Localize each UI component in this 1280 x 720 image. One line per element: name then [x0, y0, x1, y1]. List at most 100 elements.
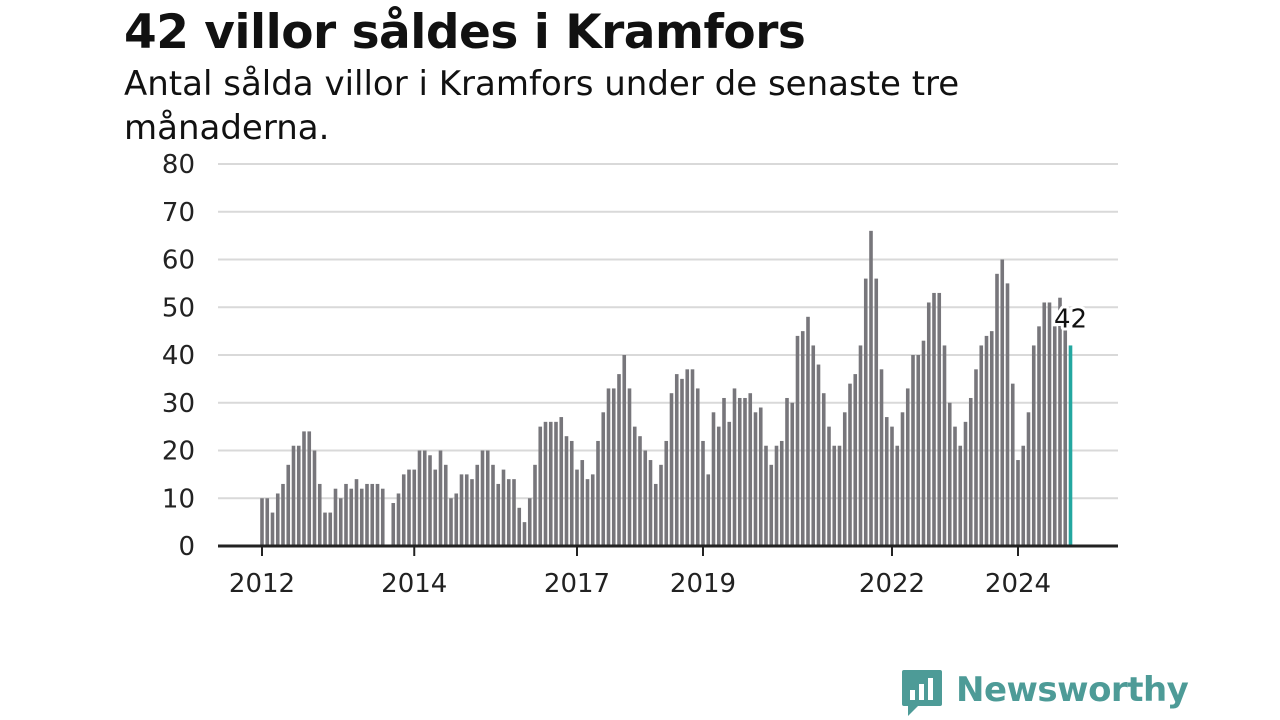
- bar: [942, 345, 947, 546]
- bar: [548, 421, 553, 546]
- bar: [370, 483, 375, 546]
- bar: [1010, 383, 1015, 546]
- bar: [863, 278, 868, 546]
- bar: [338, 498, 343, 546]
- bar: [485, 450, 490, 546]
- bar-highlight: [1068, 345, 1073, 546]
- y-tick-label: 70: [162, 198, 195, 228]
- bar: [365, 483, 369, 546]
- bar: [701, 440, 705, 546]
- bar: [533, 464, 537, 546]
- bar: [569, 440, 574, 546]
- x-axis-ticks: [261, 546, 1019, 556]
- bar: [617, 374, 621, 546]
- bar: [333, 488, 338, 546]
- bars: [260, 230, 1073, 547]
- bar: [884, 417, 889, 546]
- bar: [895, 445, 900, 546]
- bar: [659, 464, 663, 546]
- bar: [312, 450, 317, 546]
- bar: [601, 412, 606, 546]
- y-tick-label: 30: [162, 389, 195, 419]
- bar: [412, 469, 417, 546]
- bar: [627, 388, 632, 546]
- bar: [517, 507, 522, 546]
- bar: [932, 292, 936, 546]
- bar: [501, 469, 506, 546]
- bar: [449, 498, 453, 546]
- bar: [748, 393, 753, 546]
- bar: [716, 426, 721, 547]
- bar: [323, 512, 327, 546]
- bar: [464, 474, 469, 547]
- bar: [391, 503, 396, 546]
- bar: [995, 273, 999, 546]
- bar: [953, 426, 957, 547]
- bar: [979, 345, 984, 546]
- bar: [344, 483, 348, 546]
- bar: [265, 498, 270, 546]
- bar: [428, 455, 432, 546]
- bar: [743, 397, 747, 546]
- bar: [454, 493, 459, 546]
- bar: [900, 412, 905, 546]
- highlight-value-label: 42: [1054, 304, 1087, 334]
- bar: [785, 397, 789, 546]
- bar: [695, 388, 700, 546]
- bar: [296, 445, 301, 546]
- x-tick-label: 2024: [985, 569, 1051, 599]
- bar: [853, 374, 858, 546]
- bar: [596, 440, 600, 546]
- x-tick-label: 2019: [670, 569, 736, 599]
- bar: [1016, 460, 1020, 546]
- bar: [1026, 412, 1031, 546]
- bar: [643, 450, 648, 546]
- bar: [606, 388, 611, 546]
- bar: [1037, 326, 1041, 546]
- bar: [590, 474, 595, 547]
- bar: [275, 493, 280, 546]
- bar: [291, 445, 296, 546]
- bar: [947, 402, 952, 546]
- bar: [622, 355, 627, 546]
- bar: [848, 383, 852, 546]
- bar: [648, 460, 653, 546]
- bar: [958, 445, 963, 546]
- bar: [459, 474, 464, 547]
- bar: [443, 464, 448, 546]
- bar: [779, 440, 784, 546]
- bar: [328, 512, 333, 546]
- bar: [475, 464, 480, 546]
- bar: [438, 450, 443, 546]
- bar: [858, 345, 863, 546]
- bar: [491, 464, 495, 546]
- bar: [585, 479, 590, 546]
- bar: [821, 393, 826, 546]
- bar: [554, 421, 558, 546]
- y-tick-label: 20: [162, 437, 195, 467]
- bar: [559, 417, 564, 546]
- bar: [874, 278, 879, 546]
- bar: [1052, 326, 1057, 546]
- bar: [811, 345, 816, 546]
- bar: [879, 369, 884, 546]
- highlight-value-halo: 42: [1054, 304, 1087, 334]
- chart-subtitle: Antal sålda villor i Kramfors under de s…: [124, 64, 960, 148]
- x-tick-label: 2012: [229, 569, 295, 599]
- bar: [795, 335, 800, 546]
- bar: [926, 302, 931, 546]
- bar: [281, 483, 285, 546]
- bar: [732, 388, 737, 546]
- bar: [963, 421, 968, 546]
- bar: [396, 493, 401, 546]
- bar: [968, 397, 973, 546]
- bar: [359, 488, 364, 546]
- bar: [433, 469, 438, 546]
- bar: [1005, 283, 1010, 547]
- bar: [401, 474, 406, 547]
- bar: [1042, 302, 1047, 546]
- bar: [800, 331, 805, 547]
- bar: [349, 488, 354, 546]
- y-axis-labels: 0 10 20 30 40 50 60 70 80: [162, 150, 195, 562]
